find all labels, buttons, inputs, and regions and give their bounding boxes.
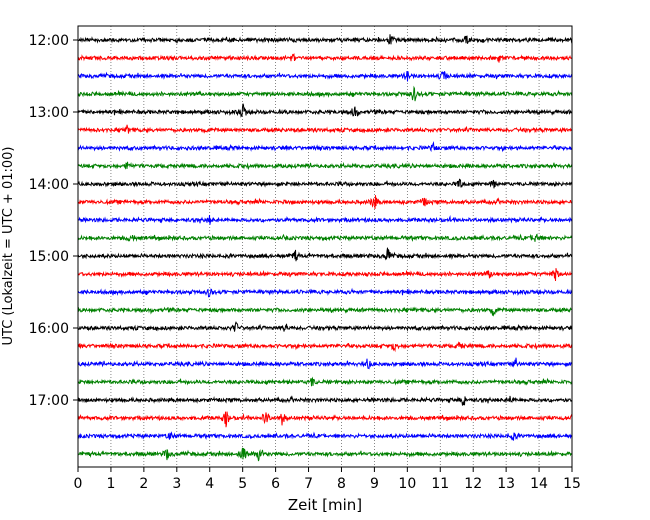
plot-frame xyxy=(77,25,573,468)
seismogram-trace xyxy=(77,411,573,428)
x-tick-label: 1 xyxy=(106,476,115,492)
seismogram-trace xyxy=(77,306,573,317)
y-tick-label: 12:00 xyxy=(29,33,69,49)
seismogram-trace xyxy=(77,124,573,134)
seismogram-trace xyxy=(77,233,572,242)
x-tick-label: 4 xyxy=(205,476,214,492)
x-axis-ticks: 0 1 2 3 4 5 6 7 8 9 10 11 12 13 14 15 xyxy=(74,467,581,492)
seismogram-trace xyxy=(77,85,573,102)
seismogram-trace xyxy=(77,34,573,45)
x-tick-label: 9 xyxy=(370,476,379,492)
seismogram-trace xyxy=(77,71,573,82)
seismogram-trace xyxy=(77,214,573,225)
seismogram-trace xyxy=(77,287,573,298)
y-axis-ticks: 12:00 13:00 14:00 15:00 16:00 17:00 xyxy=(29,33,78,409)
seismogram-traces xyxy=(77,34,573,462)
x-tick-label: 10 xyxy=(398,476,416,492)
seismogram-trace xyxy=(77,247,573,262)
x-axis-label: Zeit [min] xyxy=(288,496,362,514)
seismogram-trace xyxy=(77,431,573,441)
x-tick-label: 14 xyxy=(530,476,548,492)
y-tick-label: 16:00 xyxy=(29,321,69,337)
y-tick-label: 13:00 xyxy=(29,105,69,121)
y-tick-label: 15:00 xyxy=(29,249,69,265)
seismogram-trace xyxy=(77,341,573,353)
x-tick-label: 7 xyxy=(304,476,313,492)
x-tick-label: 15 xyxy=(563,476,581,492)
seismogram-trace xyxy=(77,103,573,118)
y-axis-label: UTC (Lokalzeit = UTC + 01:00) xyxy=(1,147,16,346)
y-tick-label: 17:00 xyxy=(29,393,69,409)
seismogram-trace xyxy=(77,195,573,210)
x-tick-label: 0 xyxy=(74,476,83,492)
x-tick-label: 3 xyxy=(172,476,181,492)
seismogram-trace xyxy=(77,268,573,282)
seismogram-trace xyxy=(77,140,573,153)
seismogram-trace xyxy=(78,178,573,189)
x-tick-label: 6 xyxy=(271,476,280,492)
seismogram-trace xyxy=(77,357,573,370)
seismogram-trace xyxy=(78,53,573,63)
y-tick-label: 14:00 xyxy=(29,177,69,193)
seismogram-trace xyxy=(77,161,573,171)
x-tick-label: 8 xyxy=(337,476,346,492)
x-tick-label: 5 xyxy=(238,476,247,492)
seismogram-trace xyxy=(77,447,573,462)
x-tick-label: 12 xyxy=(464,476,482,492)
seismogram-trace xyxy=(77,376,573,387)
x-tick-label: 11 xyxy=(431,476,449,492)
x-tick-label: 13 xyxy=(497,476,515,492)
x-tick-label: 2 xyxy=(139,476,148,492)
seismogram-trace xyxy=(77,395,573,406)
seismogram-trace xyxy=(77,321,573,332)
